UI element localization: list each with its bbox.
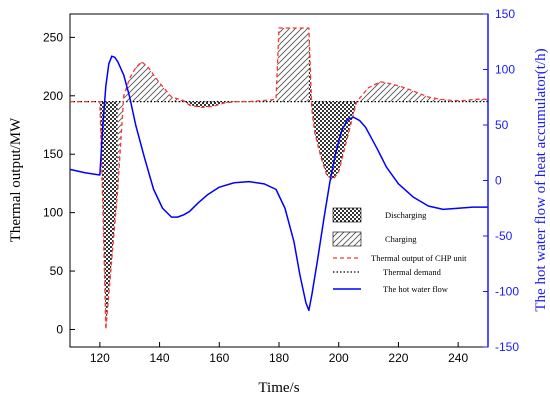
charge-discharge-areas <box>99 28 488 330</box>
chp-output-line <box>70 27 488 330</box>
legend-swatch-discharging <box>332 207 362 223</box>
left-axis-ticks: 0 50 100 150 200 250 <box>43 30 75 336</box>
legend-label-demand: Thermal demand <box>383 267 442 277</box>
left-tick-label: 250 <box>43 30 63 44</box>
x-tick-label: 160 <box>209 351 229 365</box>
left-tick-label: 150 <box>43 147 63 161</box>
charging-area-1 <box>117 61 184 190</box>
left-tick-label: 0 <box>56 322 63 336</box>
left-axis-label: Thermal output/MW <box>8 117 24 242</box>
legend: Discharging Charging Thermal output of C… <box>332 207 467 294</box>
legend-label-water-flow: The hot water flow <box>383 284 449 294</box>
x-tick-label: 120 <box>90 351 110 365</box>
left-tick-label: 200 <box>43 89 63 103</box>
x-axis-label: Time/s <box>258 380 299 396</box>
right-tick-label: -50 <box>495 229 513 243</box>
legend-label-chp: Thermal output of CHP unit <box>371 253 467 263</box>
discharging-area-0 <box>99 101 118 330</box>
left-tick-label: 50 <box>50 264 64 278</box>
right-tick-label: 50 <box>495 118 509 132</box>
hot-water-flow-line <box>69 55 488 312</box>
charging-area-3 <box>249 28 309 102</box>
right-axis-ticks: -150 -100 -50 0 50 100 150 <box>483 7 519 354</box>
x-axis-ticks: 120 140 160 180 200 220 240 <box>90 342 468 365</box>
legend-label-charging: Charging <box>385 234 417 244</box>
series-lines <box>69 27 488 330</box>
legend-label-discharging: Discharging <box>385 210 427 220</box>
charging-area-5 <box>356 81 488 102</box>
x-tick-label: 180 <box>269 351 289 365</box>
legend-swatch-charging <box>332 231 362 247</box>
right-axis-label: The hot water flow of heat accumulator(t… <box>533 48 549 311</box>
x-tick-label: 200 <box>329 351 349 365</box>
right-tick-label: 150 <box>495 7 515 21</box>
right-tick-label: 0 <box>495 174 502 188</box>
right-tick-label: -100 <box>495 285 519 299</box>
x-tick-label: 220 <box>388 351 408 365</box>
right-tick-label: -150 <box>495 340 519 354</box>
x-tick-label: 140 <box>150 351 170 365</box>
x-tick-label: 240 <box>448 351 468 365</box>
discharging-area-4 <box>308 28 357 180</box>
right-tick-label: 100 <box>495 63 515 77</box>
left-tick-label: 100 <box>43 206 63 220</box>
